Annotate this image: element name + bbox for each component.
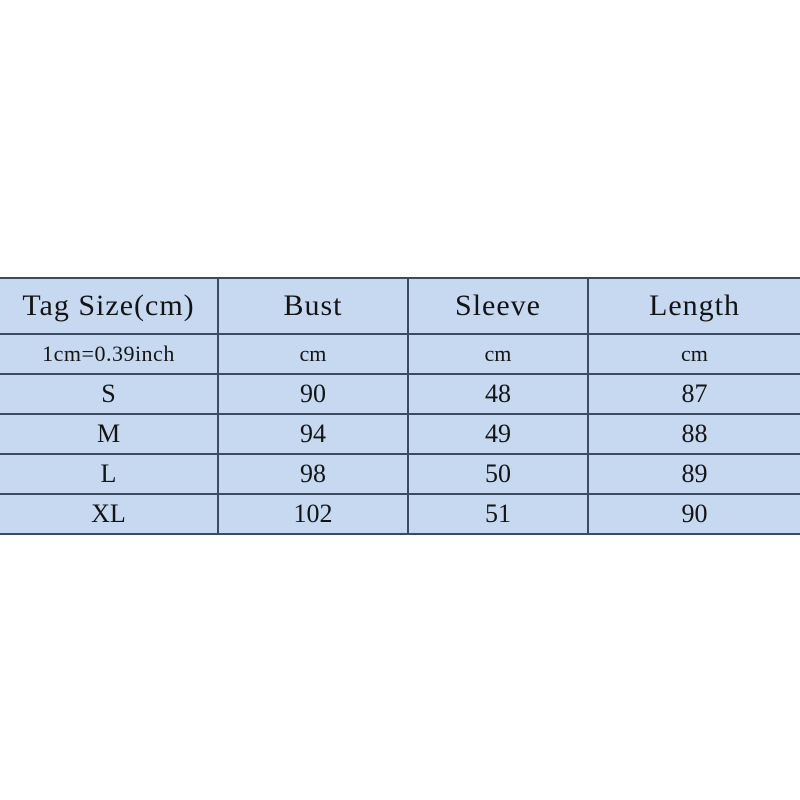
cell-bust: 90: [218, 373, 409, 415]
table-row: L 98 50 89: [0, 453, 800, 495]
table-unit-row: 1cm=0.39inch cm cm cm: [0, 333, 800, 375]
table-row: S 90 48 87: [0, 373, 800, 415]
unit-length: cm: [588, 333, 800, 375]
column-header-length: Length: [588, 277, 800, 335]
unit-bust: cm: [218, 333, 409, 375]
table-row: M 94 49 88: [0, 413, 800, 455]
cell-bust: 98: [218, 453, 409, 495]
cell-sleeve: 48: [408, 373, 589, 415]
cell-length: 89: [588, 453, 800, 495]
column-header-tag-size: Tag Size(cm): [0, 277, 219, 335]
cell-size: S: [0, 373, 219, 415]
unit-sleeve: cm: [408, 333, 589, 375]
cell-sleeve: 49: [408, 413, 589, 455]
cell-size: M: [0, 413, 219, 455]
size-chart-container: Tag Size(cm) Bust Sleeve Length 1cm=0.39…: [0, 277, 800, 535]
cell-bust: 94: [218, 413, 409, 455]
size-chart-table: Tag Size(cm) Bust Sleeve Length 1cm=0.39…: [0, 277, 800, 535]
column-header-bust: Bust: [218, 277, 409, 335]
column-header-sleeve: Sleeve: [408, 277, 589, 335]
cell-size: L: [0, 453, 219, 495]
table-row: XL 102 51 90: [0, 493, 800, 535]
cell-sleeve: 51: [408, 493, 589, 535]
cell-length: 87: [588, 373, 800, 415]
cell-sleeve: 50: [408, 453, 589, 495]
cell-bust: 102: [218, 493, 409, 535]
cell-length: 88: [588, 413, 800, 455]
cell-length: 90: [588, 493, 800, 535]
unit-conversion-note: 1cm=0.39inch: [0, 333, 219, 375]
table-header-row: Tag Size(cm) Bust Sleeve Length: [0, 277, 800, 335]
cell-size: XL: [0, 493, 219, 535]
